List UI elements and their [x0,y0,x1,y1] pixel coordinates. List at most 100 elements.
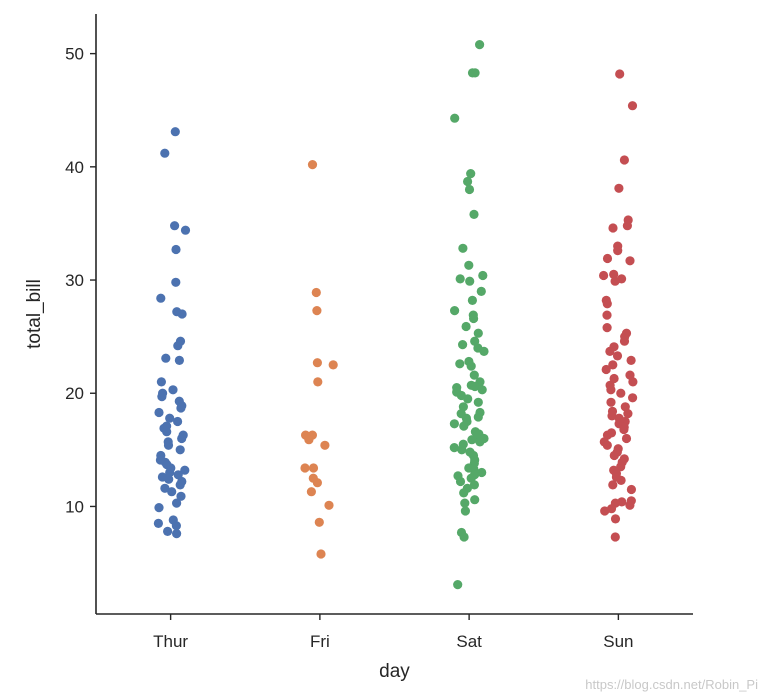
data-point-sun [609,373,619,384]
data-point-fri [313,377,323,387]
data-point-sat [463,176,473,187]
data-point-sat [450,306,460,316]
data-point-fri [300,463,310,473]
data-point-sun [608,360,618,370]
data-point-thur [171,277,181,287]
data-point-sat [461,321,471,332]
data-point-sat [458,243,468,253]
data-point-sat [467,295,477,305]
data-point-sat [469,370,479,380]
data-point-sat [473,397,483,407]
data-point-thur [171,521,181,531]
data-point-sat [470,68,480,78]
data-point-sun [600,506,610,516]
x-axis-label: day [379,661,410,682]
data-point-sat [449,443,459,453]
data-point-sun [613,246,623,256]
data-point-sun [602,299,612,309]
data-point-sun [610,514,621,524]
data-point-thur [176,491,186,501]
data-point-sat [464,260,474,270]
data-point-sat [475,437,485,447]
x-tick-label: Thur [153,632,188,651]
data-point-sun [621,433,632,444]
data-point-thur [164,474,174,484]
data-point-fri [314,517,324,527]
data-point-thur [175,480,185,490]
data-point-sat [457,445,467,455]
data-point-sun [599,270,609,281]
data-point-sun [619,155,630,165]
data-point-thur [160,483,170,493]
data-point-fri [308,463,319,473]
data-point-sat [477,467,487,478]
y-axis-label: total_bill [24,279,45,349]
data-point-sat [455,476,466,487]
data-point-thur [156,293,166,303]
data-point-sun [606,385,616,395]
data-point-sun [619,336,630,346]
data-point-fri [328,360,338,370]
data-point-sat [455,274,465,284]
data-point-sat [475,40,485,50]
data-point-sat [455,359,465,369]
data-point-fri [304,435,314,445]
data-point-sat [473,328,483,338]
data-point-thur [180,465,190,475]
data-point-thur [162,427,172,437]
data-point-sat [467,435,477,445]
data-point-sun [607,411,617,421]
data-point-thur [177,433,187,444]
data-point-sun [616,475,626,485]
data-point-sat [460,506,470,516]
data-point-sun [625,500,635,510]
data-point-thur [160,148,170,158]
data-point-fri [316,549,326,559]
data-point-thur [165,413,175,423]
data-point-thur [156,377,166,387]
data-point-sat [466,361,476,371]
y-tick-label: 10 [65,497,84,516]
data-point-thur [176,403,186,413]
data-point-sat [464,184,475,195]
data-point-sun [623,409,633,419]
data-point-thur [167,487,177,497]
data-point-thur [173,341,183,351]
data-point-sat [476,286,486,296]
data-point-sun [615,69,625,79]
data-point-sun [608,223,618,233]
data-point-sat [463,394,473,404]
data-point-thur [163,526,173,537]
x-tick-label: Sat [456,632,482,651]
x-tick-label: Sun [603,632,633,651]
data-point-thur [175,445,185,455]
data-point-thur [170,127,180,137]
data-point-sat [470,495,480,505]
data-point-thur [153,518,163,529]
data-point-thur [174,355,184,365]
data-point-fri [312,478,322,488]
data-point-sat [458,340,468,350]
data-point-sat [470,381,480,392]
data-point-thur [172,307,182,317]
data-point-sun [616,388,626,398]
data-point-sat [466,169,476,179]
data-point-sun [610,532,620,542]
data-point-thur [165,467,175,478]
data-point-sun [608,480,618,490]
data-point-sun [622,221,633,231]
data-point-sun [626,484,637,495]
data-point-thur [180,225,191,235]
data-point-sat [477,385,487,395]
data-point-fri [312,358,322,368]
y-tick-label: 30 [65,271,84,290]
watermark-text: https://blog.csdn.net/Robin_Pi [585,677,758,692]
data-point-fri [324,500,334,510]
data-point-fri [312,306,322,316]
data-point-sat [469,480,479,490]
data-point-sun [628,377,638,387]
data-point-sun [627,101,638,111]
data-point-sun [614,183,624,193]
data-point-sat [460,498,470,508]
